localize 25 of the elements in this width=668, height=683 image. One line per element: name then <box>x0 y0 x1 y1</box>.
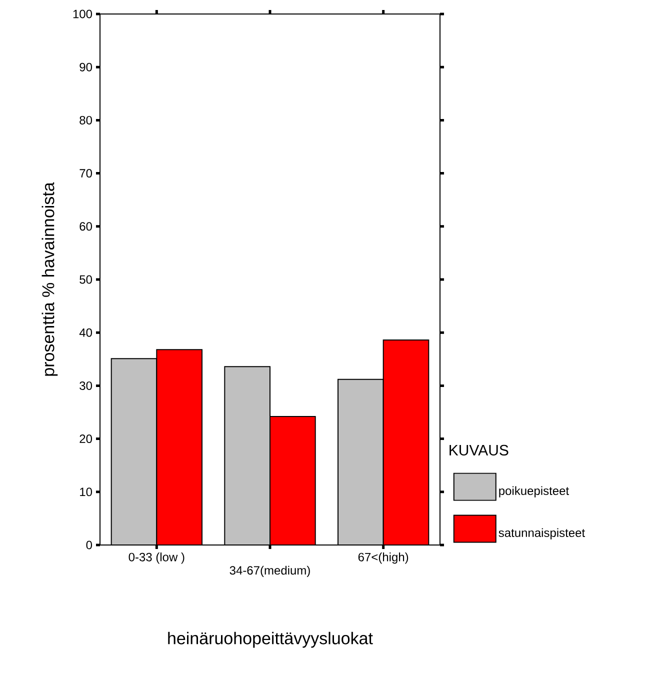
legend-title: KUVAUS <box>450 444 508 456</box>
legend-label: poikuepisteet <box>499 486 569 498</box>
y-tick-label: 20 <box>80 434 92 444</box>
y-tick-label: 0 <box>86 540 92 550</box>
bar <box>224 366 270 545</box>
bar <box>338 378 384 545</box>
y-axis-title: prosenttia % havainnoista <box>42 182 58 376</box>
y-tick-label: 90 <box>80 62 92 72</box>
bar <box>156 350 202 545</box>
bar <box>270 416 316 545</box>
y-tick-label: 50 <box>80 275 92 284</box>
y-tick-label: 30 <box>80 381 92 390</box>
bar <box>111 358 157 545</box>
x-axis-title: heinäruohopeittävyysluokat <box>168 632 373 648</box>
y-tick-label: 70 <box>80 169 92 178</box>
y-tick-label: 10 <box>80 488 92 496</box>
x-tick-label: 0-33 (low ) <box>128 552 184 564</box>
y-tick-label: 60 <box>80 222 92 231</box>
y-tick-label: 80 <box>80 116 92 124</box>
legend-label: satunnaispisteet <box>498 528 586 540</box>
y-tick-label: 40 <box>79 328 92 337</box>
bar <box>382 340 430 545</box>
x-tick-label: 34-67(medium) <box>230 566 310 578</box>
x-tick-label: 67<(high) <box>358 552 408 564</box>
y-tick-label: 100 <box>73 10 92 18</box>
